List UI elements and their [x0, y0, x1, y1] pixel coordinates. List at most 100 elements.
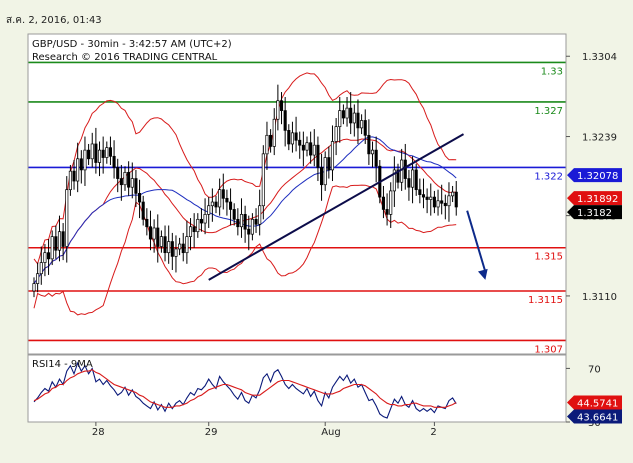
candle-body [163, 236, 167, 254]
candle-body [159, 236, 163, 247]
candle-body [283, 110, 287, 131]
candle-body [421, 194, 426, 198]
candle-body [54, 236, 58, 251]
candle-body [214, 201, 218, 208]
trend-annotation [208, 133, 488, 281]
candle-body [265, 134, 269, 155]
candle-body [287, 130, 291, 145]
rsi-lines [33, 361, 457, 419]
candle-body [440, 200, 444, 204]
candle-body [152, 227, 156, 240]
candle-body [112, 155, 116, 168]
candle-body [185, 236, 189, 254]
candle-body [269, 134, 273, 147]
candle-body [363, 120, 367, 136]
price-badge-label: 1.31892 [577, 194, 618, 205]
candle-body [101, 149, 105, 158]
candle-body [138, 193, 142, 203]
candle-body [345, 107, 349, 119]
candle-body [451, 191, 455, 197]
level-label: 1.315 [534, 252, 563, 263]
rsi-series-line [33, 361, 457, 419]
candle-body [247, 228, 251, 235]
candle-body [320, 167, 324, 186]
level-label: 1.307 [534, 344, 563, 355]
candle-body [341, 110, 345, 119]
candle-body [61, 231, 65, 247]
candle-body [134, 178, 138, 194]
candle-body [39, 262, 43, 275]
candle-body [261, 153, 265, 207]
candle-body [276, 100, 280, 120]
rsi-axis: 70 30 [566, 364, 601, 429]
candle-body [221, 189, 225, 199]
candle-body [298, 139, 302, 146]
time-tick-label: 29 [205, 427, 218, 438]
candle-body [436, 200, 440, 208]
candle-body [392, 169, 396, 192]
candle-body [403, 159, 407, 179]
candle-body [370, 149, 375, 155]
candle-body [290, 132, 294, 145]
candle-body [272, 118, 276, 147]
candle-body [47, 252, 51, 260]
candle-body [396, 169, 400, 183]
rsi-tick-label: 30 [588, 418, 601, 429]
price-panel [28, 34, 566, 354]
candle-body [145, 218, 149, 228]
rsi-panel-border [27, 354, 567, 423]
time-axis: 28 29 Aug 2 [92, 422, 437, 438]
forecast-arrow-shaft [466, 210, 487, 273]
rsi-badge [567, 395, 622, 410]
price-badge [567, 168, 622, 183]
candle-body [105, 147, 109, 158]
candle-body [374, 149, 378, 167]
candle-body [192, 226, 196, 233]
candle-body [141, 201, 145, 220]
time-tick-label: 28 [92, 427, 105, 438]
price-badge-label: 1.32078 [577, 171, 618, 182]
candle-body [327, 157, 331, 171]
candle-body [79, 158, 83, 171]
time-tick-label: Aug [321, 427, 341, 438]
level-label: 1.3115 [528, 295, 563, 306]
chart-research-label: Research © 2016 TRADING CENTRAL [32, 52, 218, 63]
rsi-series-line [33, 369, 457, 408]
candle-body [443, 202, 447, 207]
candle-body [72, 170, 76, 182]
level-label: 1.327 [534, 106, 563, 117]
price-tick-label: 1.3304 [582, 52, 617, 63]
candle-body [170, 241, 174, 257]
candle-body [119, 178, 123, 186]
time-tick-label: 2 [430, 427, 436, 438]
candle-body [400, 159, 404, 183]
candle-body [294, 132, 298, 141]
candle-body [130, 178, 134, 188]
candle-body [87, 149, 91, 160]
candle-body [356, 112, 360, 129]
candle-body [229, 201, 233, 210]
candle-body [301, 144, 305, 151]
candle-body [381, 196, 385, 210]
candle-body [83, 149, 87, 171]
candle-body [225, 197, 229, 203]
candle-body [236, 218, 240, 228]
candle-body [279, 100, 284, 111]
candle-body [50, 236, 54, 260]
candle-body [36, 273, 40, 284]
candle-body [414, 169, 418, 191]
level-label: 1.33 [541, 66, 563, 77]
price-badges: 1.32078 1.31892 1.3182 [567, 168, 622, 220]
candle-body [181, 243, 185, 254]
rsi-badge-label: 43.6641 [577, 412, 618, 423]
candle-body [352, 112, 356, 124]
candle-body [338, 110, 342, 128]
price-badge-label: 1.3182 [577, 208, 612, 219]
candle-body [305, 142, 309, 151]
candle-body [148, 226, 153, 240]
candle-body [454, 191, 458, 208]
candle-body [360, 120, 364, 129]
candle-body [232, 209, 236, 220]
candle-body [116, 167, 120, 179]
